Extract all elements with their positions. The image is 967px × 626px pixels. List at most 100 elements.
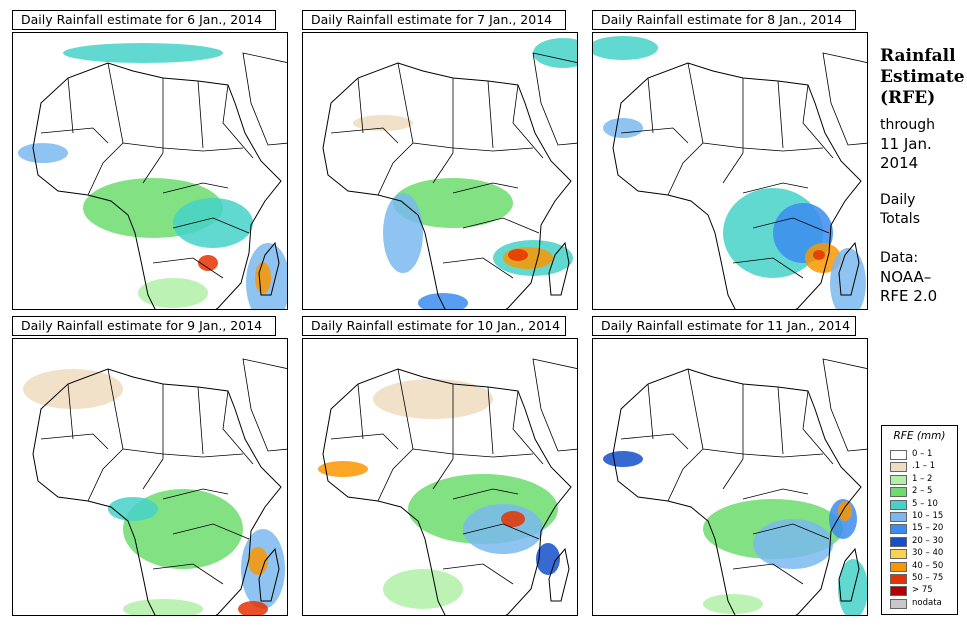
country-border [40, 127, 109, 144]
legend-row: 10 – 15 [890, 511, 956, 523]
legend-swatch [890, 450, 907, 460]
country-border [702, 142, 824, 152]
data-source-line: NOAA– [880, 268, 932, 286]
legend-label: 40 – 50 [912, 560, 944, 571]
country-border [330, 127, 399, 144]
country-border [412, 448, 534, 458]
legend-row: 2 – 5 [890, 486, 956, 498]
rainfall-map [12, 338, 288, 616]
country-border [487, 386, 494, 455]
legend-row: > 75 [890, 585, 956, 597]
legend-swatch [890, 499, 907, 510]
rainfall-area [393, 178, 513, 228]
country-border [197, 80, 204, 149]
country-border [452, 182, 519, 194]
rainfall-area [18, 143, 68, 163]
legend-swatch [890, 549, 907, 560]
country-border [142, 152, 164, 184]
legend-label: 20 – 30 [912, 535, 944, 546]
country-border [742, 488, 809, 500]
country-border [87, 142, 124, 196]
madagascar-outline [838, 241, 860, 296]
rainfall-area [255, 262, 271, 294]
country-border [197, 386, 204, 455]
country-border [667, 142, 704, 196]
rainfall-area [508, 249, 528, 261]
country-border [152, 257, 224, 279]
rainfall-area [383, 193, 423, 273]
totals-block: Daily Totals [880, 191, 965, 229]
rainfall-map [302, 338, 578, 616]
rainfall-map [302, 32, 578, 310]
country-border [702, 448, 824, 458]
country-border [432, 458, 454, 490]
madagascar-outline [258, 547, 280, 602]
rainfall-area [463, 504, 543, 554]
legend-row: nodata [890, 597, 956, 610]
rainfall-map [12, 32, 288, 310]
legend-row: 1 – 2 [890, 474, 956, 486]
map-panel: Daily Rainfall estimate for 9 Jan., 2014 [12, 316, 290, 622]
rainfall-area [838, 501, 852, 521]
rainfall-area [198, 255, 218, 271]
legend-label: nodata [912, 597, 942, 608]
country-border [752, 217, 830, 234]
rainfall-map [592, 338, 868, 616]
totals-line: Totals [880, 211, 920, 227]
rainfall-area [501, 511, 525, 527]
madagascar-outline [548, 241, 570, 296]
country-border [442, 563, 514, 585]
rainfall-map [592, 32, 868, 310]
country-border [172, 217, 250, 234]
country-border [777, 80, 784, 149]
country-border [122, 142, 244, 152]
country-border [357, 77, 364, 134]
through-date: 2014 [880, 154, 919, 172]
rainfall-area [238, 601, 268, 615]
side-title-line: Estimate [880, 67, 965, 87]
legend-label: 2 – 5 [912, 486, 933, 497]
country-border [330, 433, 399, 450]
panel-title: Daily Rainfall estimate for 6 Jan., 2014 [12, 10, 276, 30]
country-border [620, 433, 689, 450]
legend-label: 5 – 10 [912, 498, 938, 509]
side-title-line: (RFE) [880, 88, 936, 108]
africa-coastline [612, 62, 862, 309]
rainfall-area [353, 115, 413, 131]
legend-label: .1 – 1 [912, 461, 936, 472]
data-source-line: Data: [880, 250, 919, 266]
country-border [687, 368, 704, 450]
country-border [172, 523, 250, 540]
legend-label: 10 – 15 [912, 511, 944, 521]
country-border [357, 383, 364, 440]
legend-label: 15 – 20 [912, 523, 944, 534]
legend-row: .1 – 1 [890, 461, 956, 473]
map-panel: Daily Rainfall estimate for 6 Jan., 2014 [12, 10, 290, 316]
rainfall-area [536, 543, 560, 575]
rainfall-area [173, 198, 253, 248]
arabia-outline [242, 358, 287, 452]
legend-swatch [890, 487, 907, 498]
country-border [222, 84, 254, 159]
country-border [162, 488, 229, 500]
country-border [87, 448, 124, 502]
legend-swatch [890, 512, 907, 522]
country-border [722, 458, 744, 490]
country-border [512, 390, 544, 465]
legend-row: 20 – 30 [890, 535, 956, 548]
country-border [647, 77, 654, 134]
arabia-outline [822, 358, 867, 452]
arabia-outline [532, 52, 577, 146]
country-border [620, 127, 689, 144]
country-border [162, 182, 229, 194]
madagascar-outline [548, 547, 570, 602]
rainfall-area [593, 36, 658, 60]
country-border [222, 390, 254, 465]
side-title-line: Rainfall [880, 46, 956, 66]
side-title: Rainfall Estimate (RFE) [880, 46, 965, 109]
country-border [40, 433, 109, 450]
panel-title: Daily Rainfall estimate for 10 Jan., 201… [302, 316, 566, 336]
country-border [647, 383, 654, 440]
country-border [377, 142, 414, 196]
rainfall-area [63, 43, 223, 63]
